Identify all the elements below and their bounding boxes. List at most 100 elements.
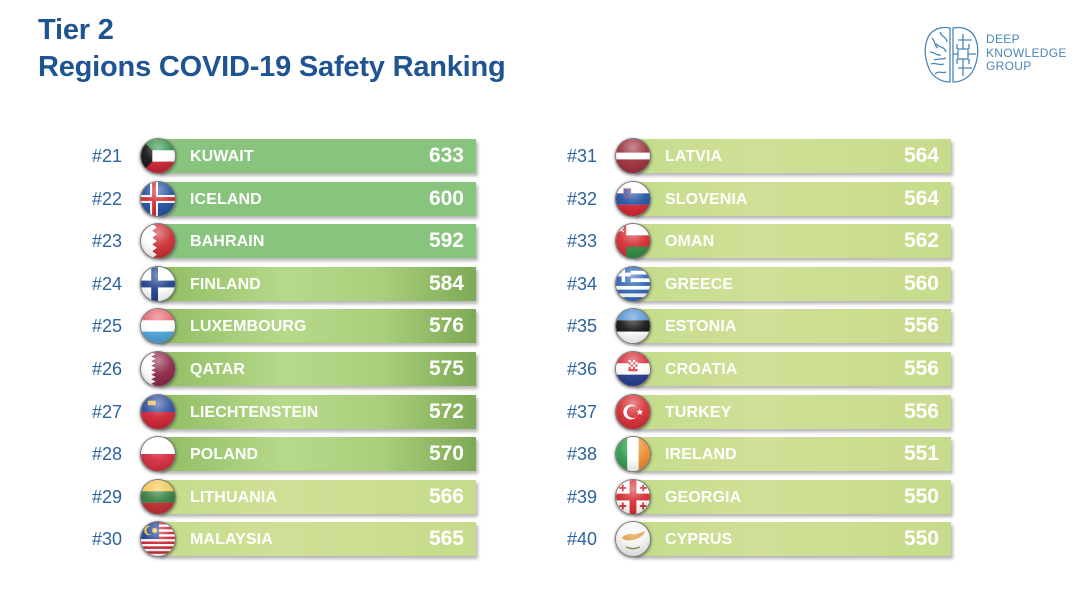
rank-label: #39 (567, 486, 598, 507)
score-value: 633 (428, 144, 464, 167)
score-bar: GEORGIA 550 (633, 479, 951, 514)
lithuania-flag-icon (140, 478, 176, 515)
ranking-row: #22 ICELAND 600 (92, 180, 492, 217)
score-value: 556 (903, 314, 939, 338)
country-name: LITHUANIA (190, 488, 278, 506)
score-bar: FINLAND 584 (158, 266, 476, 301)
brain-circuit-icon (924, 26, 979, 83)
score-bar: CYPRUS 550 (633, 522, 951, 557)
deep-knowledge-group-logo: DEEP KNOWLEDGE GROUP (922, 22, 1072, 88)
country-name: BAHRAIN (190, 233, 265, 251)
score-value: 556 (903, 356, 939, 380)
croatia-flag-icon (615, 350, 651, 387)
score-bar: SLOVENIA 564 (633, 181, 951, 216)
score-bar: LUXEMBOURG 576 (158, 309, 476, 344)
country-name: CROATIA (665, 360, 738, 378)
score-bar: IRELAND 551 (633, 437, 951, 472)
score-bar: KUWAIT 633 (158, 139, 476, 173)
score-value: 550 (903, 527, 939, 551)
score-value: 576 (428, 314, 464, 338)
ranking-row: #31 LATVIA 564 (567, 138, 967, 174)
ranking-row: #38 IRELAND 551 (567, 436, 967, 473)
rank-label: #34 (567, 273, 598, 294)
score-bar: GREECE 560 (633, 266, 951, 301)
score-value: 550 (903, 484, 939, 508)
rank-label: #23 (92, 231, 123, 252)
ranking-row: #26 QATAR 575 (92, 350, 492, 387)
ranking-row: #36 CROATIA 556 (567, 350, 967, 387)
kuwait-flag-icon (140, 138, 176, 174)
rank-label: #32 (567, 188, 598, 209)
rank-label: #26 (92, 358, 123, 379)
latvia-flag-icon (615, 138, 651, 174)
slovenia-flag-icon (615, 180, 651, 217)
rank-label: #24 (92, 273, 123, 294)
iceland-flag-icon (140, 180, 176, 217)
title-tier: Tier 2 (38, 14, 114, 46)
ranking-row: #33 OMAN 562 (567, 223, 967, 260)
rank-label: #29 (92, 486, 123, 507)
score-bar: LITHUANIA 566 (158, 479, 476, 514)
country-name: ICELAND (190, 190, 262, 208)
score-value: 564 (903, 144, 939, 167)
rank-label: #37 (567, 401, 598, 422)
rank-label: #22 (92, 188, 123, 209)
score-value: 584 (428, 271, 464, 295)
liechtenstein-flag-icon (140, 393, 176, 430)
ranking-row: #21 KUWAIT 633 (92, 138, 492, 174)
score-bar: QATAR 575 (158, 351, 476, 386)
ranking-row: #35 ESTONIA 556 (567, 308, 967, 345)
country-name: CYPRUS (665, 531, 733, 549)
bahrain-flag-icon (140, 223, 176, 260)
score-value: 600 (428, 186, 464, 210)
score-bar: LIECHTENSTEIN 572 (158, 394, 476, 429)
country-name: IRELAND (665, 446, 737, 464)
country-name: SLOVENIA (665, 190, 748, 208)
rank-label: #36 (567, 358, 598, 379)
logo-line-1: DEEP (986, 32, 1020, 46)
score-bar: LATVIA 564 (633, 139, 951, 173)
title-subtitle: Regions COVID-19 Safety Ranking (38, 51, 506, 83)
score-bar: MALAYSIA 565 (158, 522, 476, 557)
country-name: LATVIA (665, 148, 723, 165)
score-value: 551 (903, 442, 939, 466)
score-value: 565 (428, 527, 464, 551)
score-value: 560 (903, 271, 939, 295)
country-name: LUXEMBOURG (190, 318, 307, 336)
ranking-row: #37 TURKEY 556 (567, 393, 967, 430)
poland-flag-icon (140, 436, 176, 473)
rank-label: #28 (92, 444, 123, 465)
ranking-row: #29 LITHUANIA 566 (92, 478, 492, 515)
score-value: 562 (903, 229, 939, 253)
greece-flag-icon (615, 265, 651, 302)
rank-label: #21 (92, 146, 123, 166)
page-title: Tier 2 Regions COVID-19 Safety Ranking (38, 12, 506, 86)
country-name: KUWAIT (190, 148, 254, 165)
country-name: GEORGIA (665, 488, 742, 506)
country-name: ESTONIA (665, 318, 737, 336)
score-bar: ICELAND 600 (158, 181, 476, 216)
score-value: 592 (428, 229, 464, 253)
score-bar: TURKEY 556 (633, 394, 951, 429)
georgia-flag-icon (615, 478, 651, 515)
rank-label: #27 (92, 401, 123, 422)
ranking-row: #23 BAHRAIN 592 (92, 223, 492, 260)
turkey-flag-icon (615, 393, 651, 430)
country-name: POLAND (190, 446, 259, 464)
country-name: TURKEY (665, 403, 732, 421)
country-name: FINLAND (190, 275, 261, 293)
ranking-row: #39 GEORGIA 550 (567, 478, 967, 515)
ranking-row: #28 POLAND 570 (92, 436, 492, 473)
score-bar: POLAND 570 (158, 437, 476, 472)
country-name: OMAN (665, 233, 715, 251)
score-bar: BAHRAIN 592 (158, 224, 476, 259)
ranking-row: #25 LUXEMBOURG 576 (92, 308, 492, 345)
country-name: MALAYSIA (190, 531, 273, 549)
logo-text: DEEP KNOWLEDGE GROUP (986, 32, 1067, 74)
logo-line-2: KNOWLEDGE (986, 45, 1067, 60)
score-bar: CROATIA 556 (633, 351, 951, 386)
rank-label: #25 (92, 316, 123, 337)
score-value: 572 (428, 399, 464, 423)
finland-flag-icon (140, 265, 176, 302)
score-value: 575 (428, 356, 464, 380)
